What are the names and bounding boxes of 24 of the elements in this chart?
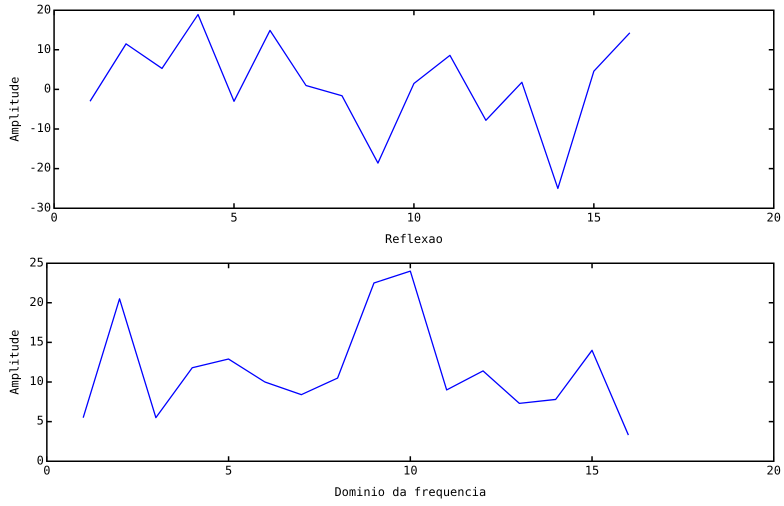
x-axis-title: Dominio da frequencia [334,484,486,499]
y-tick-label: 20 [36,2,52,16]
x-tick-label: 5 [224,464,232,478]
y-tick-label: 10 [36,42,52,56]
x-tick-label: 5 [230,210,238,225]
y-tick-label: 20 [29,294,44,309]
y-tick-label: 5 [36,414,44,428]
y-axis-title: Amplitude [7,330,22,395]
y-tick-label: 10 [29,374,44,388]
y-tick-label: -30 [29,200,52,214]
y-tick-label: 0 [44,82,52,96]
x-tick-label: 20 [766,464,781,478]
y-tick-label: -10 [29,121,52,136]
y-axis-title: Amplitude [7,76,22,142]
x-tick-label: 15 [586,210,602,225]
x-axis-title: Reflexao [385,232,443,246]
x-tick-label: 10 [403,464,418,478]
y-tick-label: -20 [29,160,52,175]
x-tick-label: 15 [584,464,600,478]
y-tick-label: 25 [29,255,44,270]
x-tick-label: 20 [766,210,781,225]
y-tick-label: 15 [29,334,44,349]
x-tick-label: 10 [406,210,422,225]
y-tick-label: 0 [36,453,44,468]
